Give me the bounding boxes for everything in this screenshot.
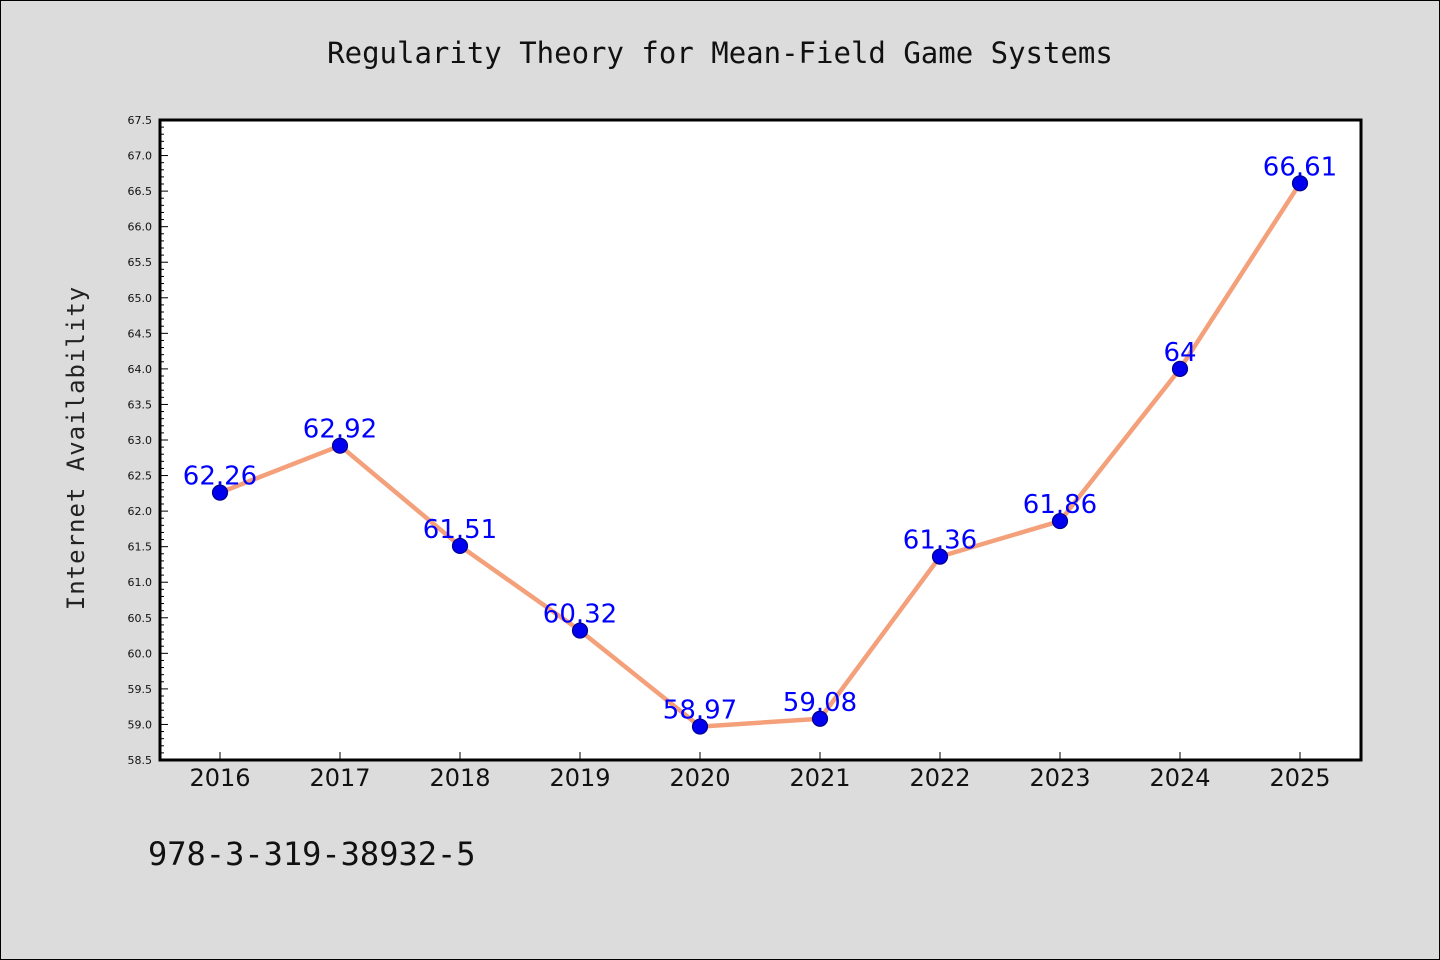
y-tick-label: 62.0 — [128, 505, 153, 518]
x-tick-label: 2025 — [1269, 764, 1330, 792]
footer-isbn: 978-3-319-38932-5 — [148, 835, 476, 873]
data-point — [931, 548, 949, 565]
data-point — [1171, 360, 1189, 377]
x-tick-label: 2021 — [789, 764, 850, 792]
series-markers — [211, 175, 1309, 735]
y-axis-ticks: 58.5 59.0 59.5 60.0 60.5 61.0 61.5 62.0 62.5 63.0… — [128, 114, 168, 767]
x-tick-label: 2017 — [309, 764, 370, 792]
x-tick-label: 2020 — [669, 764, 730, 792]
data-label: 62.92 — [303, 415, 377, 445]
x-tick-label: 2023 — [1029, 764, 1090, 792]
y-tick-label: 67.0 — [128, 150, 153, 163]
y-axis-label: Internet Availability — [62, 286, 90, 610]
y-tick-label: 65.0 — [128, 292, 153, 305]
data-labels: 62.26 62.92 61.51 60.32 58.97 59.08 61.36 61.86… — [183, 152, 1337, 725]
data-label: 61.86 — [1023, 490, 1097, 520]
y-tick-label: 66.0 — [128, 221, 153, 234]
data-point — [331, 437, 349, 454]
y-tick-label: 58.5 — [128, 754, 153, 767]
y-tick-label: 62.5 — [128, 470, 153, 483]
data-label: 61.36 — [903, 526, 977, 556]
y-tick-label: 63.5 — [128, 398, 153, 411]
x-tick-label: 2018 — [429, 764, 490, 792]
data-point — [451, 537, 469, 555]
data-point — [811, 710, 829, 727]
y-tick-label: 64.0 — [128, 363, 153, 376]
y-tick-label: 61.0 — [128, 576, 153, 589]
data-label: 59.08 — [783, 688, 857, 718]
plot-border — [158, 118, 1363, 762]
x-axis-ticks: 2016 2017 2018 2019 2020 2021 2022 2023 2024 2025 — [189, 752, 1331, 792]
x-tick-label: 2016 — [189, 764, 250, 792]
y-tick-label: 60.5 — [128, 612, 153, 625]
data-point — [211, 484, 229, 501]
y-tick-label: 59.0 — [128, 718, 153, 731]
y-tick-label: 59.5 — [128, 683, 153, 696]
data-point — [571, 622, 589, 639]
data-label: 64 — [1163, 338, 1196, 368]
chart-title: Regularity Theory for Mean-Field Game Sy… — [327, 36, 1113, 70]
data-point — [1291, 175, 1309, 192]
y-tick-label: 66.5 — [128, 185, 153, 198]
y-tick-label: 61.5 — [128, 541, 153, 554]
data-label: 60.32 — [543, 600, 617, 630]
plot-area — [160, 120, 1361, 760]
data-point — [1051, 512, 1069, 530]
data-label: 61.51 — [423, 515, 497, 545]
data-label: 66.61 — [1263, 152, 1337, 182]
y-tick-label: 63.0 — [128, 434, 153, 447]
x-tick-label: 2022 — [909, 764, 970, 792]
data-point — [691, 718, 709, 735]
data-label: 62.26 — [183, 462, 257, 492]
series-line — [217, 181, 1303, 729]
y-tick-label: 67.5 — [128, 114, 153, 127]
x-tick-label: 2019 — [549, 764, 610, 792]
y-tick-label: 64.5 — [128, 327, 153, 340]
series-line-group — [217, 181, 1303, 729]
y-tick-label: 60.0 — [128, 647, 153, 660]
x-tick-label: 2024 — [1149, 764, 1210, 792]
data-label: 58.97 — [663, 696, 737, 726]
y-tick-label: 65.5 — [128, 256, 153, 269]
